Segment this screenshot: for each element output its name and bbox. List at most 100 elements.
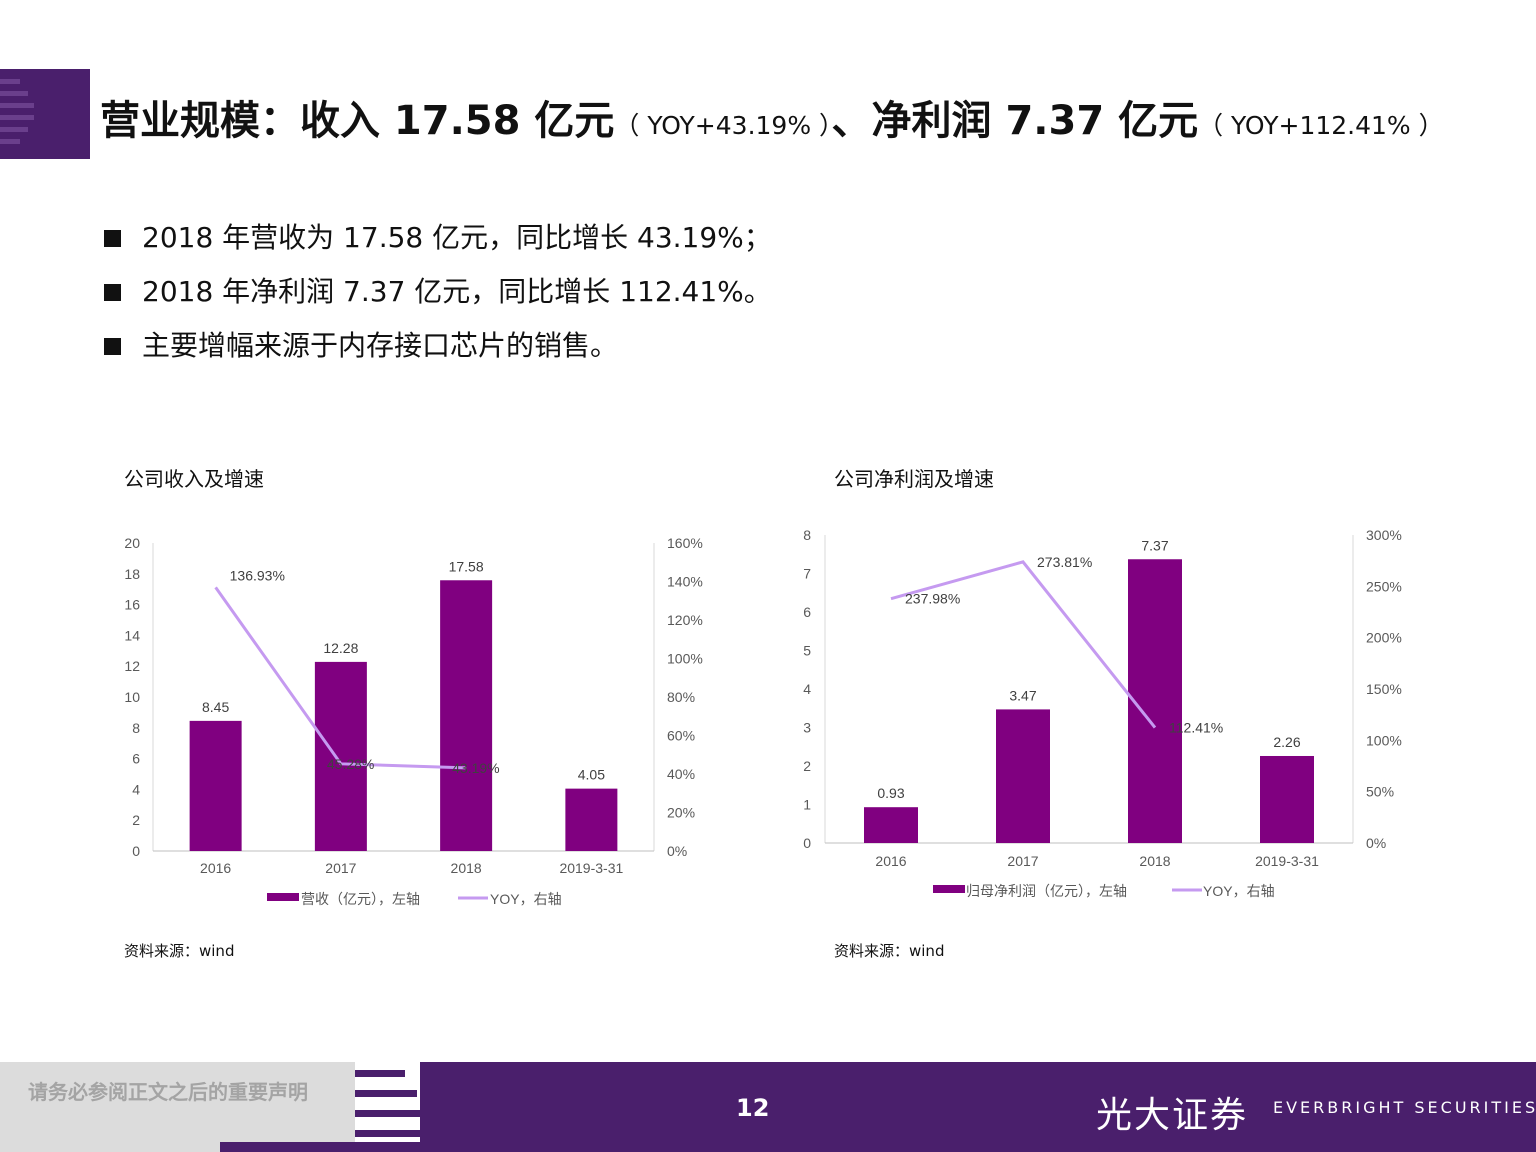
left-axis-tick-label: 7: [803, 566, 811, 582]
bar: [565, 788, 618, 851]
left-axis-tick-label: 2: [132, 812, 140, 828]
x-axis-category-label: 2016: [200, 860, 231, 876]
right-axis-tick-label: 250%: [1366, 578, 1402, 594]
bar-value-label: 8.45: [202, 699, 229, 715]
bullet-item: 2018 年净利润 7.37 亿元，同比增长 112.41%。: [104, 272, 772, 326]
bullet-list: 2018 年营收为 17.58 亿元，同比增长 43.19%； 2018 年净利…: [104, 218, 772, 380]
left-axis-tick-label: 2: [803, 758, 811, 774]
right-axis-tick-label: 300%: [1366, 527, 1402, 543]
left-axis-tick-label: 12: [124, 658, 140, 674]
right-axis-tick-label: 120%: [667, 612, 703, 628]
bullet-text: 2018 年营收为 17.58 亿元，同比增长 43.19%；: [142, 221, 772, 254]
yoy-line: [890, 560, 1157, 729]
brand-logo-cn: 光大证券: [1096, 1095, 1249, 1136]
right-axis-tick-label: 50%: [1366, 784, 1394, 800]
bullet-square-icon: [104, 230, 121, 247]
legend-bar-label: 营收（亿元），左轴: [301, 891, 420, 907]
legend-bar-label: 归母净利润（亿元），左轴: [966, 883, 1127, 899]
x-axis-category-label: 2017: [325, 860, 356, 876]
left-axis-tick-label: 5: [803, 643, 811, 659]
bar-value-label: 7.37: [1141, 537, 1168, 553]
right-axis-tick-label: 0%: [1366, 835, 1386, 851]
yoy-value-label: 43.19%: [452, 760, 499, 776]
left-axis-tick-label: 3: [803, 720, 811, 736]
left-axis-tick-label: 4: [803, 681, 811, 697]
footer-stair: [355, 1130, 427, 1137]
bar: [1128, 559, 1182, 843]
left-axis-tick-label: 0: [803, 835, 811, 851]
bar: [864, 807, 918, 843]
title-profit: 、净利润 7.37 亿元: [831, 98, 1199, 144]
chart-title-profit: 公司净利润及增速: [834, 467, 994, 491]
legend-bar-swatch: [267, 893, 299, 901]
yoy-value-label: 237.98%: [905, 591, 960, 607]
right-axis-tick-label: 140%: [667, 574, 703, 590]
left-axis-tick-label: 6: [132, 751, 140, 767]
bar: [1260, 755, 1314, 843]
right-axis-tick-label: 100%: [1366, 732, 1402, 748]
bullet-item: 主要增幅来源于内存接口芯片的销售。: [104, 326, 772, 380]
left-axis-tick-label: 4: [132, 781, 140, 797]
legend-line-label: YOY，右轴: [490, 891, 562, 907]
bar: [996, 709, 1050, 843]
footer-stair: [220, 1142, 430, 1152]
left-axis-tick-label: 6: [803, 604, 811, 620]
header-accent-block: [0, 69, 90, 159]
right-axis-tick-label: 40%: [667, 766, 695, 782]
left-axis-tick-label: 18: [124, 566, 140, 582]
right-axis-tick-label: 200%: [1366, 630, 1402, 646]
footer-disclaimer: 请务必参阅正文之后的重要声明: [28, 1080, 308, 1104]
footer-stair: [355, 1110, 423, 1117]
footer: 请务必参阅正文之后的重要声明 12 光大证券 EVERBRIGHT SECURI…: [0, 1062, 1536, 1152]
left-axis-tick-label: 8: [803, 527, 811, 543]
chart-source-revenue: 资料来源：wind: [124, 942, 235, 960]
right-axis-tick-label: 80%: [667, 689, 695, 705]
title-revenue: 营业规模：收入 17.58 亿元: [100, 98, 615, 144]
title-revenue-yoy: （ YOY+43.19% ）: [614, 111, 832, 140]
bullet-text: 2018 年净利润 7.37 亿元，同比增长 112.41%。: [142, 275, 772, 308]
left-axis-tick-label: 16: [124, 597, 140, 613]
right-axis-tick-label: 60%: [667, 728, 695, 744]
legend-bar-swatch: [933, 885, 965, 893]
brand-logo-en: EVERBRIGHT SECURITIES: [1273, 1098, 1536, 1117]
right-axis-tick-label: 100%: [667, 651, 703, 667]
footer-left-panel: [0, 1062, 355, 1152]
x-axis-category-label: 2017: [1007, 853, 1038, 869]
yoy-value-label: 112.41%: [1169, 720, 1223, 736]
chart-source-profit: 资料来源：wind: [834, 942, 945, 960]
bullet-item: 2018 年营收为 17.58 亿元，同比增长 43.19%；: [104, 218, 772, 272]
bar: [189, 720, 242, 851]
bar-value-label: 2.26: [1273, 734, 1300, 750]
x-axis-category-label: 2016: [875, 853, 906, 869]
yoy-value-label: 136.93%: [230, 567, 285, 583]
x-axis-category-label: 2019-3-31: [559, 860, 623, 876]
yoy-line: [214, 586, 467, 770]
left-axis-tick-label: 0: [132, 843, 140, 859]
chart-title-revenue: 公司收入及增速: [124, 467, 264, 491]
left-axis-tick-label: 14: [124, 627, 140, 643]
bullet-square-icon: [104, 338, 121, 355]
footer-stair: [355, 1070, 405, 1077]
x-axis-category-label: 2019-3-31: [1255, 853, 1319, 869]
right-axis-tick-label: 160%: [667, 535, 703, 551]
bar-value-label: 0.93: [877, 785, 904, 801]
bar-value-label: 3.47: [1009, 687, 1036, 703]
legend-line-label: YOY，右轴: [1203, 883, 1275, 899]
bar-value-label: 17.58: [449, 558, 484, 574]
x-axis-category-label: 2018: [451, 860, 482, 876]
left-axis-tick-label: 10: [124, 689, 140, 705]
left-axis-tick-label: 20: [124, 535, 140, 551]
bullet-text: 主要增幅来源于内存接口芯片的销售。: [142, 329, 619, 362]
footer-stair: [355, 1090, 417, 1097]
bar: [314, 661, 367, 851]
page-number: 12: [736, 1094, 770, 1122]
left-axis-tick-label: 1: [803, 797, 811, 813]
bar-value-label: 4.05: [578, 767, 605, 783]
right-axis-tick-label: 0%: [667, 843, 687, 859]
right-axis-tick-label: 20%: [667, 805, 695, 821]
left-axis-tick-label: 8: [132, 720, 140, 736]
page-title: 营业规模：收入 17.58 亿元（ YOY+43.19% ）、净利润 7.37 …: [100, 88, 1520, 144]
yoy-value-label: 273.81%: [1037, 554, 1092, 570]
